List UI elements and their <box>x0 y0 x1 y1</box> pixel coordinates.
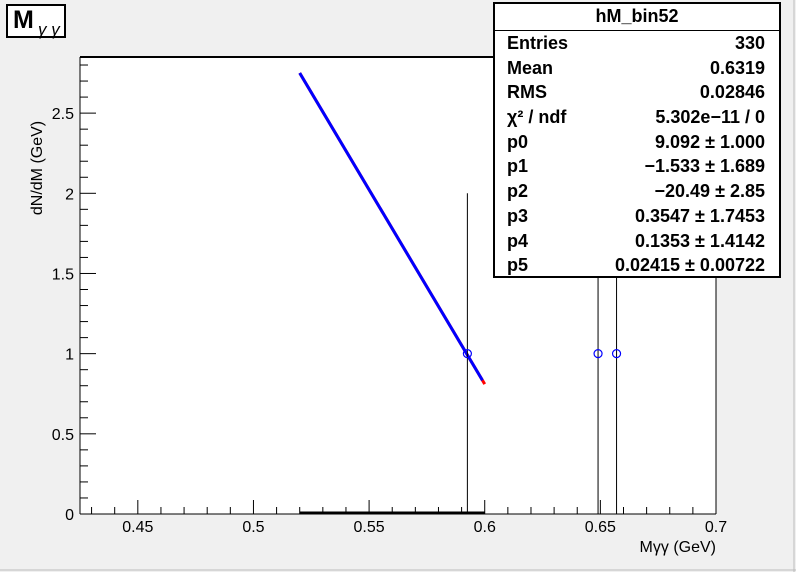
stats-value: 0.02846 <box>699 82 765 103</box>
stats-value: −20.49 ± 2.85 <box>654 181 765 202</box>
title-subscript: γ γ <box>38 20 60 39</box>
x-tick-label: 0.6 <box>474 519 496 536</box>
fit-curve <box>298 72 484 382</box>
stats-histogram-name: hM_bin52 <box>495 4 779 31</box>
stats-row: p0 9.092 ± 1.000 <box>495 130 779 155</box>
stats-value: 0.1353 ± 1.4142 <box>635 230 765 251</box>
stats-value: 330 <box>734 33 765 53</box>
stats-key: p4 <box>507 230 529 251</box>
data-point <box>593 349 603 359</box>
x-axis-ticks <box>91 500 717 514</box>
y-axis-ticks <box>80 64 96 515</box>
x-axis-label: Mγγ (GeV) <box>640 539 716 556</box>
stats-key: Entries <box>507 33 569 53</box>
stats-value: 5.302e−11 / 0 <box>655 107 765 128</box>
x-tick-label: 0.5 <box>242 519 264 536</box>
stats-row: p1 −1.533 ± 1.689 <box>495 154 779 179</box>
stats-row: Entries 330 <box>495 31 779 56</box>
title-main: M <box>13 6 34 34</box>
data-point <box>611 349 622 359</box>
stats-key: χ² / ndf <box>507 107 567 128</box>
stats-key: Mean <box>507 57 554 78</box>
y-axis-label: dN/dM (GeV) <box>29 121 46 215</box>
x-tick-label: 0.55 <box>354 519 385 536</box>
stats-rows: Entries 330 Mean 0.6319 RMS 0.02846 χ² / ndf 5.… <box>495 31 779 278</box>
y-tick-label: 0.5 <box>52 427 74 444</box>
y-axis-tick-labels: 0 0.5 1 1.5 2 2.5 <box>52 106 74 524</box>
y-tick-label: 0 <box>65 507 74 524</box>
stats-value: 0.3547 ± 1.7453 <box>635 205 765 226</box>
stats-row: Mean 0.6319 <box>495 56 779 81</box>
stats-value: 0.6319 <box>709 57 765 78</box>
stats-value: 9.092 ± 1.000 <box>655 131 765 152</box>
x-tick-label: 0.45 <box>122 519 153 536</box>
stats-box: hM_bin52 Entries 330 Mean 0.6319 RMS 0.02846 χ… <box>493 2 781 278</box>
stats-row: RMS 0.02846 <box>495 80 779 105</box>
stats-value: 0.02415 ± 0.00722 <box>614 255 765 276</box>
stats-row: χ² / ndf 5.302e−11 / 0 <box>495 105 779 130</box>
stats-key: p1 <box>507 156 529 177</box>
stats-key: p0 <box>507 131 529 152</box>
x-axis-tick-labels: 0.45 0.5 0.55 0.6 0.65 0.7 <box>122 519 727 536</box>
y-tick-label: 1.5 <box>52 266 74 283</box>
stats-value: −1.533 ± 1.689 <box>644 156 765 177</box>
histogram-title: M γ γ <box>6 4 66 39</box>
x-tick-label: 0.65 <box>585 519 616 536</box>
data-point <box>462 349 472 359</box>
stats-key: RMS <box>507 82 547 103</box>
stats-row: p5 0.02415 ± 0.00722 <box>495 253 779 278</box>
stats-row: p3 0.3547 ± 1.7453 <box>495 204 779 229</box>
stats-row: p4 0.1353 ± 1.4142 <box>495 229 779 254</box>
y-tick-label: 2.5 <box>52 106 74 123</box>
y-tick-label: 1 <box>65 347 74 364</box>
stats-row: p2 −20.49 ± 2.85 <box>495 179 779 204</box>
y-tick-label: 2 <box>65 186 74 203</box>
x-tick-label: 0.7 <box>705 519 727 536</box>
stats-key: p5 <box>507 255 529 276</box>
stats-key: p3 <box>507 205 529 226</box>
stats-key: p2 <box>507 181 529 202</box>
